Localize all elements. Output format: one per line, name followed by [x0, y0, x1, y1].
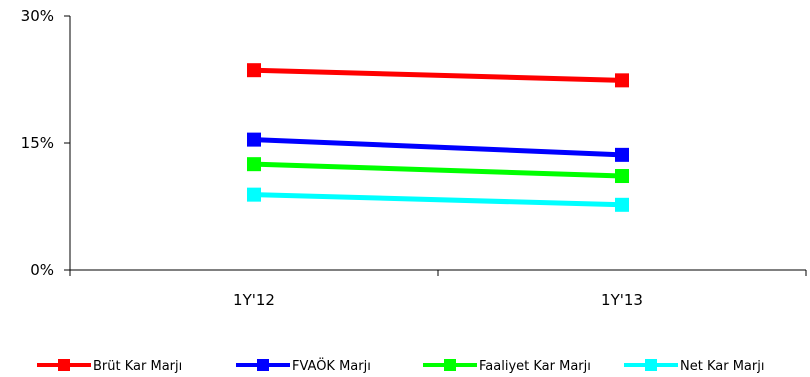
legend-item-1: Brüt Kar Marjı: [37, 359, 182, 374]
data-point-marker: [615, 73, 629, 88]
legend-label: FVAÖK Marjı: [292, 357, 371, 374]
data-point-marker: [615, 197, 629, 212]
data-point-marker: [247, 157, 261, 172]
series-1: [247, 63, 629, 88]
data-point-marker: [247, 132, 261, 147]
legend-item-4: Net Kar Marjı: [624, 359, 764, 374]
data-point-marker: [247, 63, 261, 78]
legend-label: Net Kar Marjı: [680, 359, 764, 374]
series-group: [247, 63, 629, 212]
legend-label: Faaliyet Kar Marjı: [479, 359, 591, 374]
series-3: [247, 157, 629, 184]
data-point-marker: [615, 169, 629, 184]
legend-marker: [645, 359, 657, 371]
data-point-marker: [615, 147, 629, 162]
legend-marker: [257, 359, 269, 371]
series-line: [253, 192, 623, 208]
y-tick-label: 15%: [21, 134, 54, 152]
y-tick-label: 0%: [30, 261, 54, 279]
legend-marker: [444, 359, 456, 371]
x-tick-labels: 1Y'12 1Y'13: [233, 291, 643, 309]
legend-marker: [58, 359, 70, 371]
series-line: [253, 137, 623, 158]
y-tick-label: 30%: [21, 7, 54, 25]
axes: [64, 15, 807, 276]
data-point-marker: [247, 187, 261, 202]
series-2: [247, 132, 629, 162]
series-4: [247, 187, 629, 212]
legend-item-2: FVAÖK Marjı: [236, 357, 371, 374]
legend: Brüt Kar Marjı FVAÖK Marjı Faaliyet Kar Ma…: [37, 357, 764, 374]
legend-item-3: Faaliyet Kar Marjı: [423, 359, 591, 374]
legend-label: Brüt Kar Marjı: [93, 359, 182, 374]
x-tick-label: 1Y'12: [233, 291, 275, 309]
x-tick-label: 1Y'13: [601, 291, 643, 309]
y-tick-labels: 0% 15% 30%: [21, 7, 54, 279]
series-line: [253, 161, 623, 179]
series-line: [253, 67, 623, 83]
